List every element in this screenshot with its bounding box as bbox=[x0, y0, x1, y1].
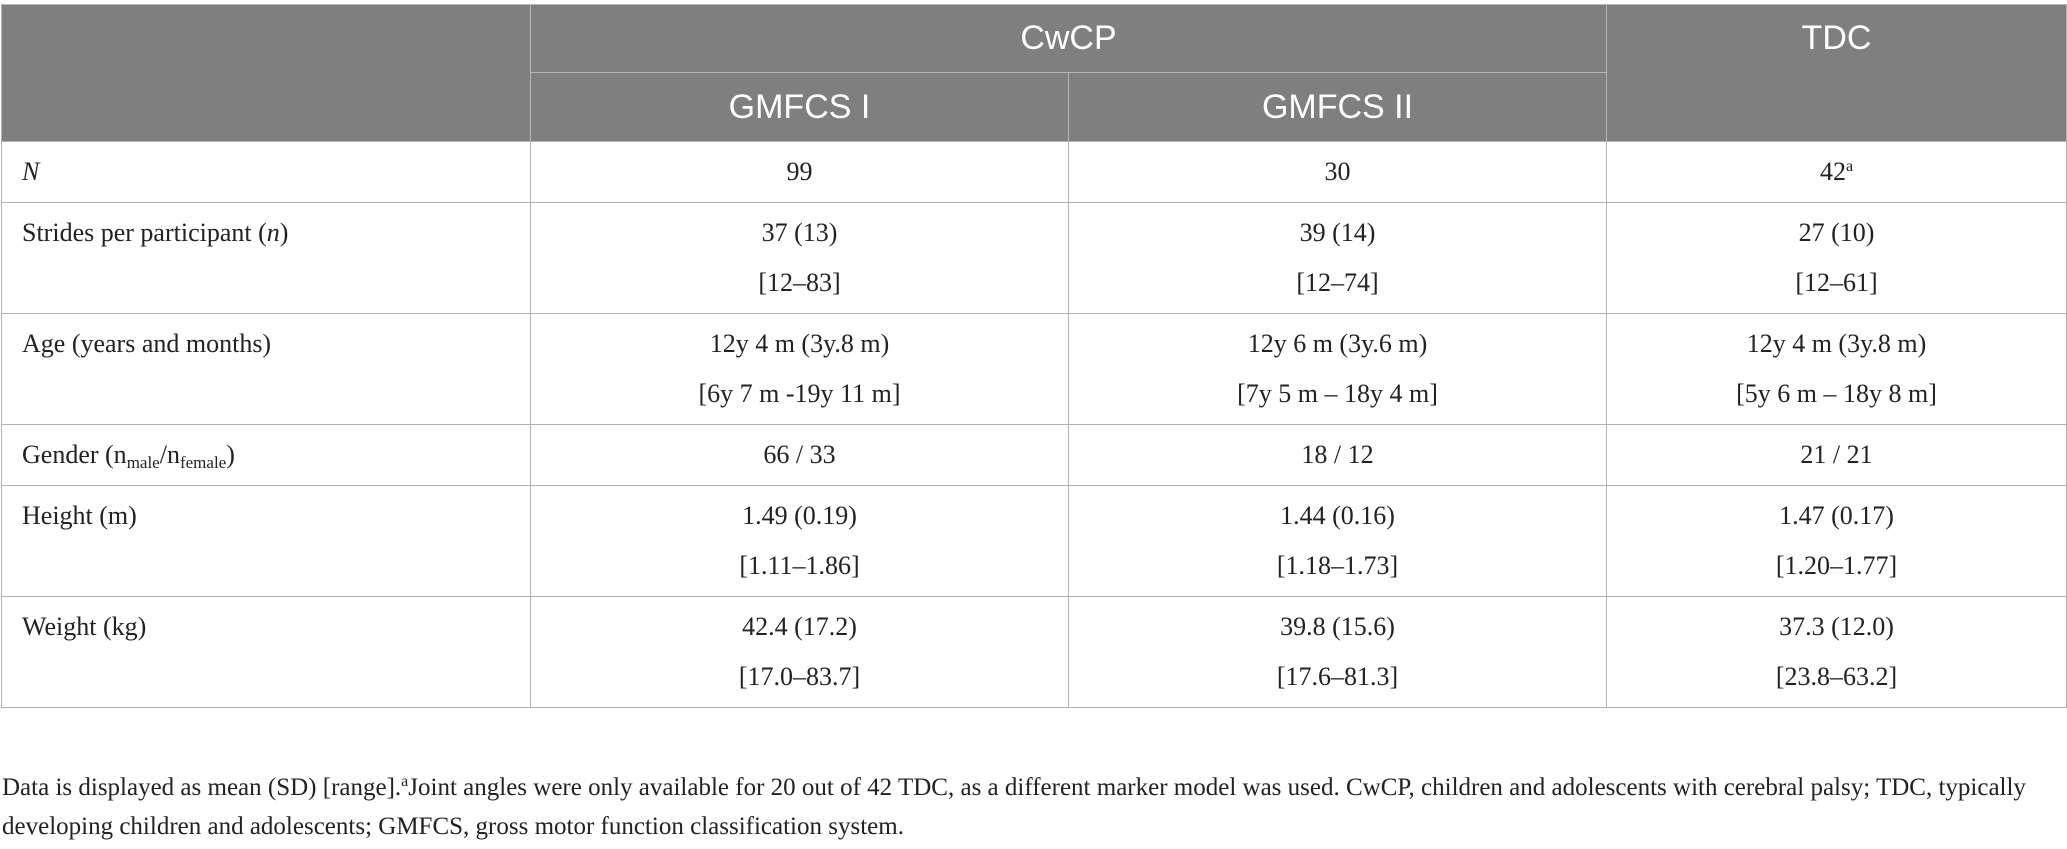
cell-strides-tdc: 27 (10) [12–61] bbox=[1606, 202, 2067, 314]
row-label-age: Age (years and months) bbox=[1, 313, 531, 425]
participant-characteristics-table: CwCP TDC GMFCS I GMFCS II N 99 30 42a bbox=[1, 4, 2067, 708]
row-label-gender-text: Gender (nmale/nfemale) bbox=[22, 425, 530, 471]
gender-label-prefix: Gender (n bbox=[22, 440, 127, 469]
cell-gender-tdc-value: 21 / 21 bbox=[1800, 440, 1873, 469]
cell-weight-tdc: 37.3 (12.0) [23.8–63.2] bbox=[1606, 596, 2067, 708]
header-gmfcs1: GMFCS I bbox=[530, 72, 1069, 142]
footnote-part2: Joint angles were only available for 20 … bbox=[2, 774, 2026, 840]
header-tdc-label: TDC bbox=[1801, 19, 1872, 57]
cell-n-gmfcs2: 30 bbox=[1068, 141, 1607, 203]
cell-gender-gmfcs1: 66 / 33 bbox=[530, 424, 1069, 486]
footnote-marker: a bbox=[401, 773, 409, 790]
cell-weight-gmfcs1-mean: 42.4 (17.2) bbox=[742, 612, 857, 641]
row-label-n-text: N bbox=[22, 157, 40, 186]
cell-age-gmfcs1-range: [6y 7 m -19y 11 m] bbox=[698, 379, 901, 408]
cell-strides-gmfcs2-mean: 39 (14) bbox=[1299, 218, 1376, 247]
cell-gender-tdc: 21 / 21 bbox=[1606, 424, 2067, 486]
row-label-age-text: Age (years and months) bbox=[22, 329, 272, 358]
cell-age-tdc-range: [5y 6 m – 18y 8 m] bbox=[1736, 379, 1937, 408]
cell-weight-tdc-mean: 37.3 (12.0) bbox=[1779, 612, 1894, 641]
header-row-subgroups: GMFCS I GMFCS II bbox=[2, 72, 2067, 142]
cell-n-gmfcs1-value: 99 bbox=[786, 157, 813, 186]
cell-age-gmfcs1: 12y 4 m (3y.8 m) [6y 7 m -19y 11 m] bbox=[530, 313, 1069, 425]
cell-strides-gmfcs1-mean: 37 (13) bbox=[761, 218, 838, 247]
gender-label-suffix: ) bbox=[226, 440, 235, 469]
cell-strides-tdc-mean: 27 (10) bbox=[1798, 218, 1875, 247]
cell-height-gmfcs2-mean: 1.44 (0.16) bbox=[1280, 501, 1395, 530]
cell-weight-gmfcs2: 39.8 (15.6) [17.6–81.3] bbox=[1068, 596, 1607, 708]
cell-height-gmfcs2-range: [1.18–1.73] bbox=[1276, 551, 1399, 580]
gender-label-sub-male: male bbox=[126, 453, 160, 472]
cell-weight-tdc-range: [23.8–63.2] bbox=[1775, 662, 1898, 691]
cell-height-gmfcs1-range: [1.11–1.86] bbox=[739, 551, 860, 580]
cell-age-gmfcs2-mean: 12y 6 m (3y.6 m) bbox=[1247, 329, 1428, 358]
cell-age-tdc-mean: 12y 4 m (3y.8 m) bbox=[1746, 329, 1927, 358]
strides-label-italic: n bbox=[266, 218, 280, 247]
table-row-gender: Gender (nmale/nfemale) 66 / 33 18 / 12 2… bbox=[1, 424, 2067, 486]
cell-n-tdc: 42a bbox=[1606, 141, 2067, 203]
cell-strides-gmfcs2: 39 (14) [12–74] bbox=[1068, 202, 1607, 314]
cell-strides-gmfcs1-range: [12–83] bbox=[758, 268, 841, 297]
cell-weight-gmfcs1: 42.4 (17.2) [17.0–83.7] bbox=[530, 596, 1069, 708]
cell-weight-gmfcs2-range: [17.6–81.3] bbox=[1276, 662, 1399, 691]
row-label-gender: Gender (nmale/nfemale) bbox=[1, 424, 531, 486]
cell-height-tdc-mean: 1.47 (0.17) bbox=[1779, 501, 1894, 530]
gender-label-sub-female: female bbox=[179, 453, 227, 472]
cell-strides-gmfcs1: 37 (13) [12–83] bbox=[530, 202, 1069, 314]
table-footnote: Data is displayed as mean (SD) [range].a… bbox=[2, 768, 2062, 846]
cell-n-tdc-value: 42 bbox=[1819, 157, 1846, 186]
cell-age-gmfcs2-range: [7y 5 m – 18y 4 m] bbox=[1237, 379, 1438, 408]
table-row-age: Age (years and months) 12y 4 m (3y.8 m) … bbox=[1, 313, 2067, 425]
row-label-strides: Strides per participant (n) bbox=[1, 202, 531, 314]
cell-height-gmfcs1-mean: 1.49 (0.19) bbox=[742, 501, 857, 530]
table-row-weight: Weight (kg) 42.4 (17.2) [17.0–83.7] 39.8… bbox=[1, 596, 2067, 708]
cell-height-gmfcs2: 1.44 (0.16) [1.18–1.73] bbox=[1068, 485, 1607, 597]
header-row-groups: CwCP TDC bbox=[1, 4, 2067, 142]
cell-strides-tdc-range: [12–61] bbox=[1795, 268, 1878, 297]
table-row-n: N 99 30 42a bbox=[1, 141, 2067, 203]
cell-gender-gmfcs2: 18 / 12 bbox=[1068, 424, 1607, 486]
cell-weight-gmfcs1-range: [17.0–83.7] bbox=[738, 662, 861, 691]
cell-gender-gmfcs1-value: 66 / 33 bbox=[763, 440, 836, 469]
table-row-height: Height (m) 1.49 (0.19) [1.11–1.86] 1.44 … bbox=[1, 485, 2067, 597]
cell-age-gmfcs1-mean: 12y 4 m (3y.8 m) bbox=[709, 329, 890, 358]
row-label-weight: Weight (kg) bbox=[1, 596, 531, 708]
cell-gender-gmfcs2-value: 18 / 12 bbox=[1301, 440, 1374, 469]
cell-strides-gmfcs2-range: [12–74] bbox=[1296, 268, 1379, 297]
header-tdc: TDC bbox=[1606, 4, 2067, 142]
cell-height-tdc-range: [1.20–1.77] bbox=[1775, 551, 1898, 580]
cell-weight-gmfcs2-mean: 39.8 (15.6) bbox=[1280, 612, 1395, 641]
table-row-strides: Strides per participant (n) 37 (13) [12–… bbox=[1, 202, 2067, 314]
row-label-height: Height (m) bbox=[1, 485, 531, 597]
header-cwcp: CwCP bbox=[530, 4, 1607, 73]
footnote-part1: Data is displayed as mean (SD) [range]. bbox=[2, 774, 402, 801]
cell-age-gmfcs2: 12y 6 m (3y.6 m) [7y 5 m – 18y 4 m] bbox=[1068, 313, 1607, 425]
footnote-marker-a: a bbox=[1845, 158, 1854, 175]
cell-age-tdc: 12y 4 m (3y.8 m) [5y 6 m – 18y 8 m] bbox=[1606, 313, 2067, 425]
strides-label-prefix: Strides per participant ( bbox=[22, 218, 267, 247]
strides-label-suffix: ) bbox=[279, 218, 289, 247]
cell-n-gmfcs1: 99 bbox=[530, 141, 1069, 203]
row-label-weight-text: Weight (kg) bbox=[22, 612, 147, 641]
gender-label-mid: /n bbox=[159, 440, 180, 469]
row-label-n: N bbox=[1, 141, 531, 203]
header-corner-cell bbox=[1, 4, 531, 142]
cell-n-gmfcs2-value: 30 bbox=[1324, 157, 1351, 186]
cell-n-tdc-wrap: 42a bbox=[1607, 142, 2066, 188]
row-label-strides-text: Strides per participant (n) bbox=[22, 203, 530, 249]
cell-height-tdc: 1.47 (0.17) [1.20–1.77] bbox=[1606, 485, 2067, 597]
header-gmfcs2: GMFCS II bbox=[1068, 72, 1607, 142]
cell-height-gmfcs1: 1.49 (0.19) [1.11–1.86] bbox=[530, 485, 1069, 597]
row-label-height-text: Height (m) bbox=[22, 501, 137, 530]
